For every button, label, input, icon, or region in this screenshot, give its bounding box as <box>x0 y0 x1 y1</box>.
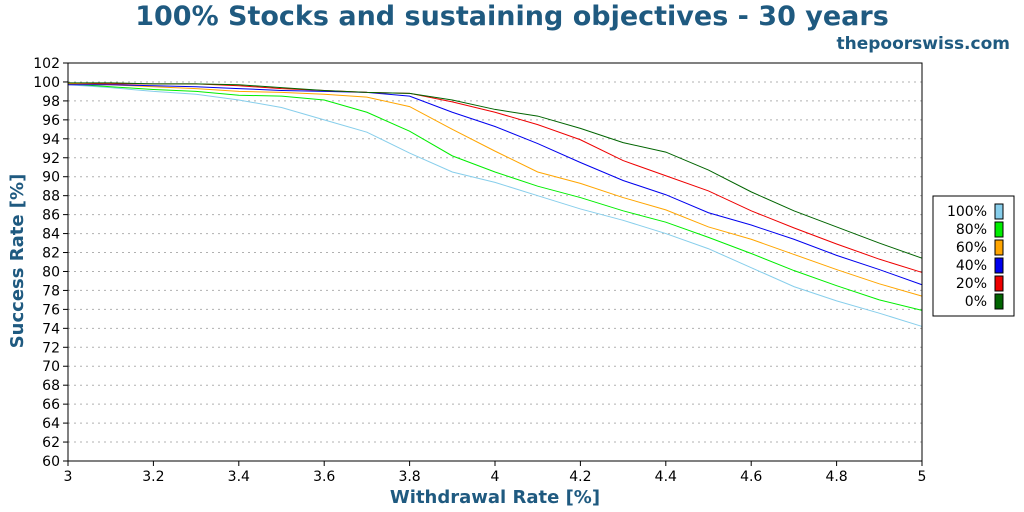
y-tick-label: 72 <box>42 340 60 356</box>
legend-label: 40% <box>956 258 987 274</box>
y-tick-label: 68 <box>42 378 60 394</box>
y-tick-label: 100 <box>33 75 60 91</box>
y-tick-label: 88 <box>42 189 60 205</box>
y-tick-label: 102 <box>33 56 60 72</box>
y-tick-label: 92 <box>42 151 60 167</box>
legend-label: 20% <box>956 276 987 292</box>
legend: 100% 80% 60% 40% 20% 0% <box>932 195 1015 317</box>
y-tick-label: 74 <box>42 321 60 337</box>
y-tick-label: 82 <box>42 246 60 262</box>
x-tick-label: 4.2 <box>569 469 591 485</box>
axis-ticks: 60 62 64 66 68 70 72 74 76 78 80 82 84 86 88 90 92 94 96 98… <box>33 56 926 485</box>
series-line-1 <box>67 83 923 311</box>
x-tick-label: 4.6 <box>740 469 762 485</box>
legend-swatch <box>994 221 1004 238</box>
chart-title: 100% Stocks and sustaining objectives - … <box>135 1 889 32</box>
x-tick-label: 3.8 <box>398 469 420 485</box>
series-line-4 <box>67 82 923 273</box>
plot-frame <box>67 62 923 462</box>
y-tick-label: 62 <box>42 435 60 451</box>
series-line-0 <box>67 84 923 327</box>
legend-label: 0% <box>965 294 987 310</box>
y-tick-label: 70 <box>42 359 60 375</box>
series-line-5 <box>68 82 923 259</box>
x-tick-label: 5 <box>918 469 927 485</box>
grid-lines <box>68 62 922 462</box>
y-tick-label: 96 <box>42 113 60 129</box>
legend-swatch <box>994 203 1004 220</box>
series-lines <box>67 82 923 327</box>
y-axis-label: Success Rate [%] <box>7 174 28 349</box>
y-tick-label: 76 <box>42 302 60 318</box>
x-tick-label: 3.6 <box>313 469 335 485</box>
x-tick-label: 4.8 <box>825 469 847 485</box>
y-tick-label: 86 <box>42 208 60 224</box>
x-tick-label: 4.4 <box>655 469 677 485</box>
legend-label: 80% <box>956 222 987 238</box>
x-tick-label: 3 <box>64 469 73 485</box>
y-tick-label: 90 <box>42 170 60 186</box>
series-line-3 <box>68 84 923 286</box>
y-tick-label: 80 <box>42 264 60 280</box>
y-tick-label: 60 <box>42 454 60 470</box>
y-tick-label: 64 <box>42 416 60 432</box>
x-tick-label: 3.2 <box>142 469 164 485</box>
y-tick-label: 94 <box>42 132 60 148</box>
legend-swatch <box>994 275 1004 292</box>
y-tick-label: 78 <box>42 283 60 299</box>
legend-swatch <box>994 239 1004 256</box>
chart-subtitle: thepoorswiss.com <box>836 34 1011 54</box>
series-line-2 <box>67 83 923 297</box>
legend-swatch <box>994 293 1004 310</box>
x-axis-label: Withdrawal Rate [%] <box>390 487 600 508</box>
y-tick-label: 66 <box>42 397 60 413</box>
legend-swatch <box>994 257 1004 274</box>
legend-label: 100% <box>947 204 987 220</box>
y-tick-label: 98 <box>42 94 60 110</box>
legend-label: 60% <box>956 240 987 256</box>
x-tick-label: 4 <box>491 469 500 485</box>
y-tick-label: 84 <box>42 227 60 243</box>
x-tick-label: 3.4 <box>228 469 250 485</box>
